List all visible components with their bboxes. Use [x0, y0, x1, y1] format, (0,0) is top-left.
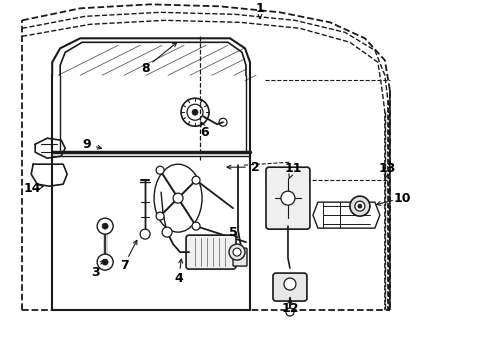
- FancyBboxPatch shape: [233, 248, 247, 266]
- Text: 8: 8: [141, 62, 149, 75]
- Text: 10: 10: [393, 192, 411, 204]
- Text: 3: 3: [91, 266, 99, 279]
- Text: 2: 2: [250, 161, 259, 174]
- Circle shape: [355, 201, 365, 211]
- Text: 14: 14: [24, 182, 41, 195]
- Text: 13: 13: [378, 162, 395, 175]
- Text: 5: 5: [229, 226, 237, 239]
- Circle shape: [350, 196, 370, 216]
- Circle shape: [140, 229, 150, 239]
- Text: 1: 1: [256, 2, 265, 15]
- Circle shape: [281, 191, 295, 205]
- Circle shape: [162, 227, 172, 237]
- Circle shape: [156, 212, 164, 220]
- FancyBboxPatch shape: [273, 273, 307, 301]
- Text: 6: 6: [201, 126, 209, 139]
- Circle shape: [173, 193, 183, 203]
- Circle shape: [233, 248, 241, 256]
- Circle shape: [102, 223, 108, 229]
- Circle shape: [102, 259, 108, 265]
- Circle shape: [229, 244, 245, 260]
- FancyBboxPatch shape: [186, 235, 236, 269]
- Circle shape: [192, 222, 200, 230]
- Circle shape: [284, 278, 296, 290]
- Text: 4: 4: [175, 271, 183, 284]
- Circle shape: [286, 308, 294, 316]
- Text: 9: 9: [83, 138, 92, 151]
- Text: 7: 7: [120, 258, 128, 271]
- Circle shape: [358, 204, 362, 208]
- Circle shape: [97, 218, 113, 234]
- Text: 11: 11: [284, 162, 302, 175]
- Text: 12: 12: [281, 302, 299, 315]
- Circle shape: [192, 109, 198, 115]
- Circle shape: [156, 166, 164, 174]
- FancyBboxPatch shape: [266, 167, 310, 229]
- Circle shape: [192, 176, 200, 184]
- Circle shape: [97, 254, 113, 270]
